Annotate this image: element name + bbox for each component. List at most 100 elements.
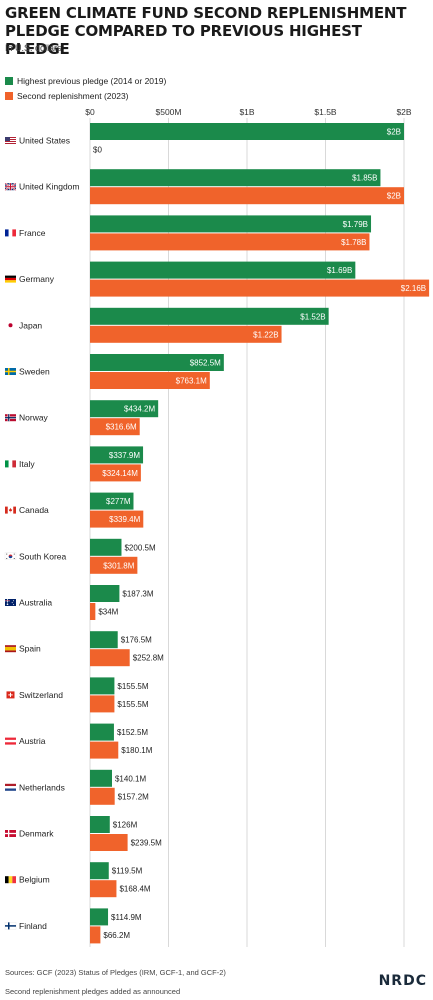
data-label-previous: $114.9M xyxy=(111,913,142,922)
us-stripe xyxy=(5,142,16,143)
bar-previous xyxy=(90,816,110,833)
category-label: Canada xyxy=(19,505,49,515)
data-label-second: $301.8M xyxy=(103,561,134,570)
bar-chart: $0 $500M $1B $1.5B $2B United States $2B $0 Unit… xyxy=(4,107,430,947)
bar-previous xyxy=(90,354,224,371)
data-label-previous: $119.5M xyxy=(112,867,143,876)
fi-h xyxy=(5,925,16,927)
data-label-second: $252.8M xyxy=(133,654,164,663)
data-label-second: $180.1M xyxy=(121,746,152,755)
south-korea-flag-icon xyxy=(4,552,17,560)
bar-second xyxy=(90,233,370,251)
legend: Highest previous pledge (2014 or 2019) S… xyxy=(5,73,166,103)
bar-second xyxy=(90,279,430,297)
it-red xyxy=(12,460,16,468)
spain-flag-icon xyxy=(5,645,16,653)
x-tick-label: $2B xyxy=(396,107,411,117)
bar-previous xyxy=(90,585,120,602)
au-star xyxy=(11,602,13,604)
kr-trigram xyxy=(13,558,15,559)
italy-flag-icon xyxy=(5,460,16,468)
kr-trigram xyxy=(6,553,8,555)
data-label-second: $316.6M xyxy=(106,423,137,432)
ca-leaf xyxy=(8,507,13,513)
bar-previous xyxy=(90,908,109,926)
category-label: South Korea xyxy=(19,551,67,561)
data-label-previous: $1.85B xyxy=(352,174,377,183)
bar-second xyxy=(90,880,117,898)
bar-previous xyxy=(90,723,114,741)
data-label-previous: $155.5M xyxy=(117,682,148,691)
data-label-previous: $337.9M xyxy=(109,451,140,460)
bar-second xyxy=(90,187,404,205)
legend-label-previous: Highest previous pledge (2014 or 2019) xyxy=(17,75,167,86)
ca-right xyxy=(13,506,16,514)
chart-title: GREEN CLIMATE FUND SECOND REPLENISHMENT … xyxy=(5,4,407,58)
data-label-second: $34M xyxy=(98,608,118,617)
bar-second xyxy=(90,741,119,759)
fr-white xyxy=(8,229,13,237)
category-label: Sweden xyxy=(19,367,50,377)
nl-white xyxy=(5,786,16,789)
category-label: Finland xyxy=(19,921,47,931)
data-label-previous: $2B xyxy=(387,128,401,137)
category-label: United States xyxy=(19,136,70,146)
bar-previous xyxy=(90,215,372,233)
data-label-previous: $434.2M xyxy=(124,405,155,414)
au-star xyxy=(6,603,9,605)
bar-second xyxy=(90,372,210,389)
legend-swatch-second xyxy=(5,91,13,100)
data-label-previous: $852.5M xyxy=(190,359,221,368)
netherlands-flag-icon xyxy=(5,783,16,791)
bar-second xyxy=(90,603,96,620)
uk-flag-icon xyxy=(4,182,17,191)
nrdc-logo: NRDC xyxy=(378,973,427,989)
be-black xyxy=(5,876,9,884)
it-white xyxy=(8,460,13,468)
bar-second xyxy=(90,926,101,944)
bar-previous xyxy=(90,446,144,464)
data-label-second: $2.16B xyxy=(401,284,426,293)
kr-trigram xyxy=(13,553,15,555)
data-label-previous: $187.3M xyxy=(122,590,153,599)
bar-previous xyxy=(90,862,109,880)
it-green xyxy=(5,460,9,468)
data-label-second: $239.5M xyxy=(131,839,162,848)
at-top xyxy=(5,737,16,740)
jp-sun xyxy=(8,323,13,328)
be-red xyxy=(12,876,16,884)
category-label: Belgium xyxy=(19,875,50,885)
bar-second xyxy=(90,695,115,713)
chart-subtitle: In U.S. dollars xyxy=(5,43,62,53)
legend-item-second: Second replenishment (2023) xyxy=(5,88,166,103)
au-star xyxy=(13,600,14,602)
bar-previous xyxy=(90,169,381,187)
at-bottom xyxy=(5,742,16,745)
bar-previous xyxy=(90,538,122,556)
es-mid xyxy=(5,646,16,651)
kr-taeguk-blue xyxy=(8,556,13,559)
france-flag-icon xyxy=(5,229,16,237)
category-label: United Kingdom xyxy=(19,182,79,192)
us-stripe xyxy=(5,137,16,138)
bar-second xyxy=(90,787,115,805)
japan-flag-icon xyxy=(5,321,16,329)
bar-second xyxy=(90,649,130,667)
nl-red xyxy=(5,783,16,787)
canada-flag-icon xyxy=(5,506,16,514)
data-label-second: $1.78B xyxy=(341,238,366,247)
bar-previous xyxy=(90,769,112,787)
nl-blue xyxy=(5,788,16,791)
de-red xyxy=(5,277,16,281)
category-label: Japan xyxy=(19,320,42,330)
data-label-previous: $126M xyxy=(113,821,138,830)
es-bottom xyxy=(5,650,16,653)
es-top xyxy=(5,645,16,647)
us-stripe xyxy=(5,138,16,139)
us-stripe xyxy=(5,140,16,141)
data-label-second: $66.2M xyxy=(103,931,130,940)
data-label-second: $157.2M xyxy=(118,792,149,801)
bar-second xyxy=(90,510,144,528)
footer-source: Sources: GCF (2023) Status of Pledges (I… xyxy=(5,968,226,977)
data-label-second: $1.22B xyxy=(253,330,278,339)
